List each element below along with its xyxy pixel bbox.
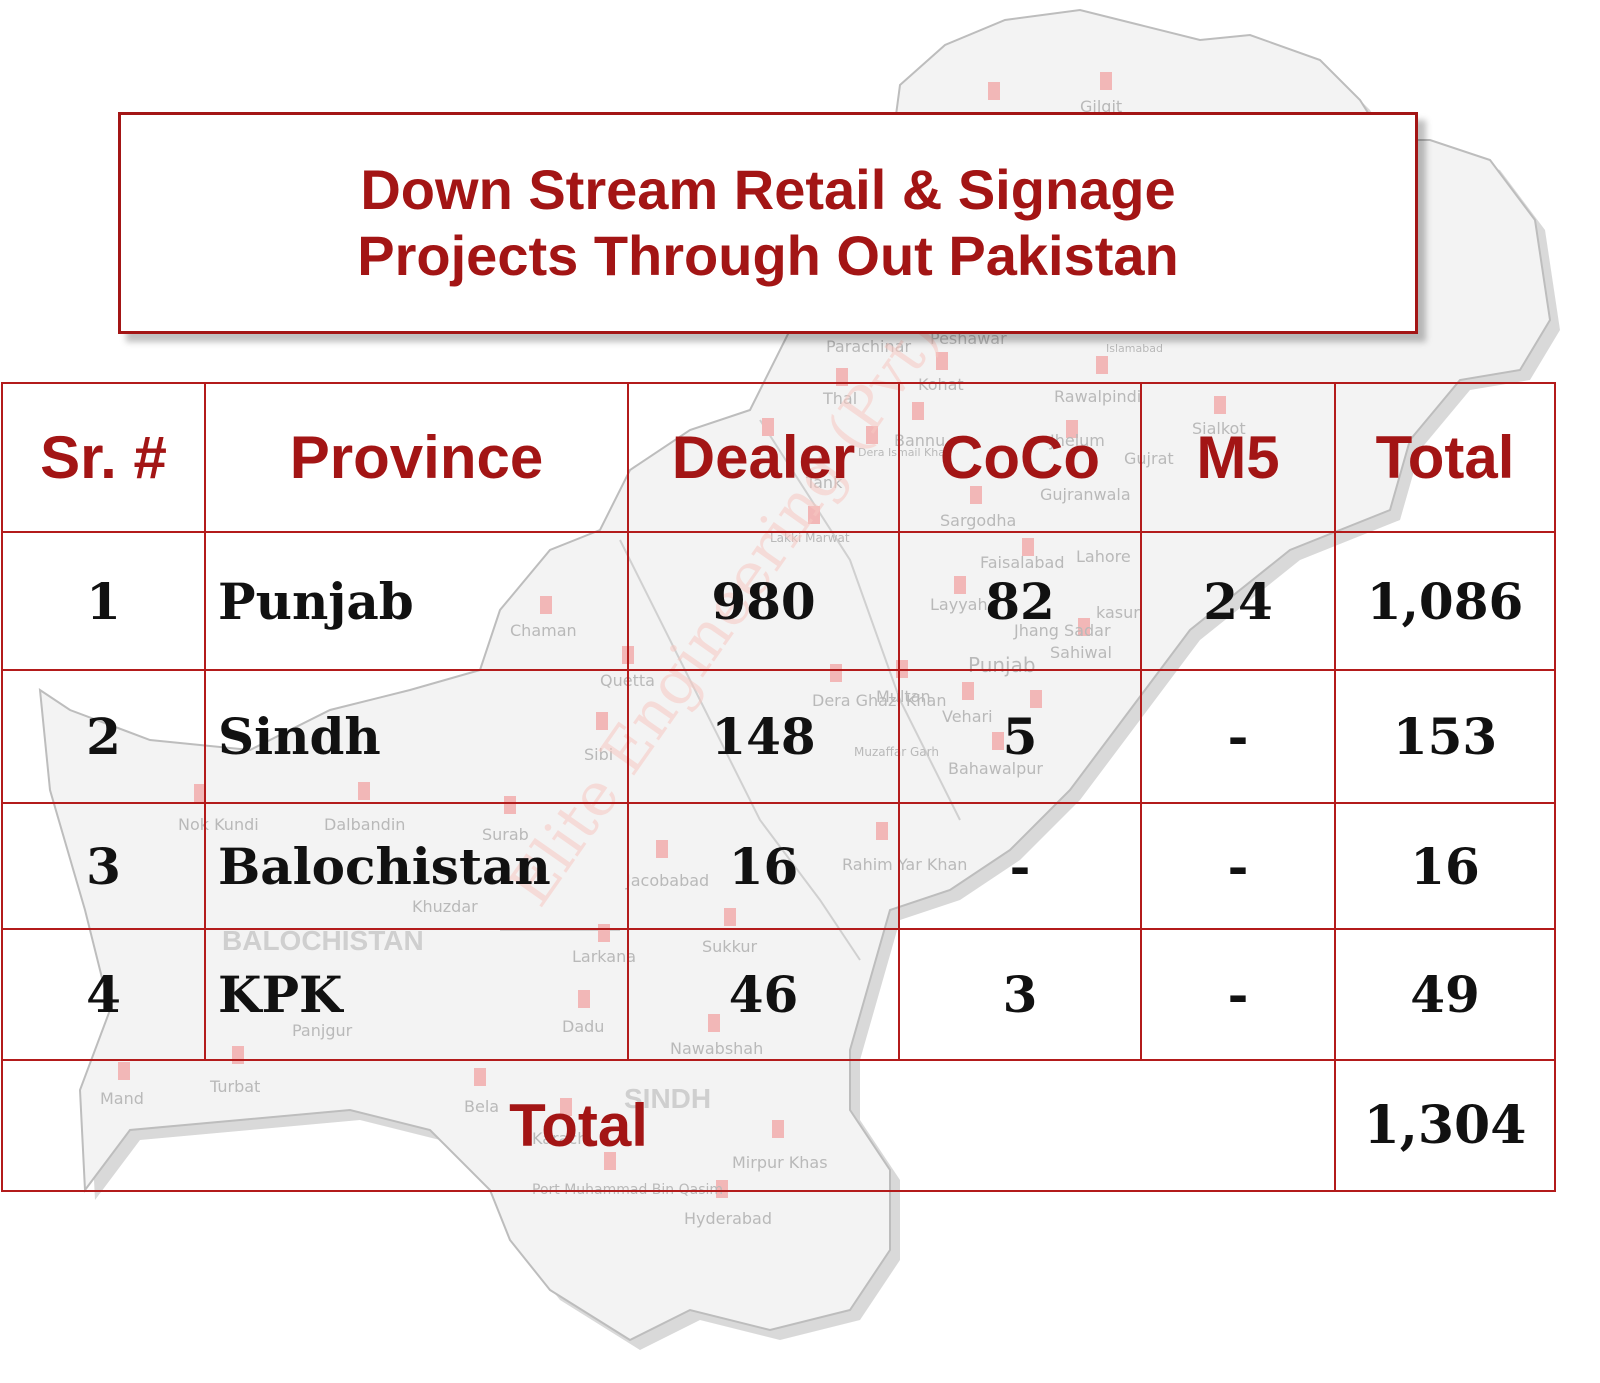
svg-text:Parachinar: Parachinar — [826, 337, 911, 356]
cell-province: Balochistan — [204, 802, 629, 930]
cell-total: 16 — [1334, 802, 1556, 930]
table-row: 1 Punjab 980 82 24 1,086 — [1, 531, 1556, 671]
table-header-row: Sr. # Province Dealer CoCo M5 Total — [1, 382, 1556, 533]
header-coco: CoCo — [898, 382, 1142, 533]
cell-total: 1,086 — [1334, 531, 1556, 671]
cell-sr: 3 — [1, 802, 206, 930]
cell-coco: - — [898, 802, 1142, 930]
cell-m5: - — [1140, 802, 1336, 930]
svg-text:Hyderabad: Hyderabad — [684, 1209, 772, 1228]
header-sr: Sr. # — [1, 382, 206, 533]
svg-text:Gilgit: Gilgit — [1080, 97, 1122, 116]
cell-province: Sindh — [204, 669, 629, 804]
table-total-row: Total 1,304 — [1, 1059, 1556, 1192]
title-box: Down Stream Retail & Signage Projects Th… — [118, 112, 1418, 334]
cell-coco: 82 — [898, 531, 1142, 671]
projects-table: Sr. # Province Dealer CoCo M5 Total 1 Pu… — [1, 382, 1556, 1192]
total-label: Total — [1, 1059, 1336, 1192]
table-row: 2 Sindh 148 5 - 153 — [1, 669, 1556, 804]
cell-sr: 1 — [1, 531, 206, 671]
header-m5: M5 — [1140, 382, 1336, 533]
cell-m5: - — [1140, 928, 1336, 1061]
total-label-text: Total — [509, 1092, 648, 1159]
table-row: 3 Balochistan 16 - - 16 — [1, 802, 1556, 930]
cell-coco: 5 — [898, 669, 1142, 804]
header-province: Province — [204, 382, 629, 533]
cell-dealer: 16 — [627, 802, 900, 930]
cell-dealer: 148 — [627, 669, 900, 804]
svg-text:Islamabad: Islamabad — [1106, 342, 1163, 355]
table-row: 4 KPK 46 3 - 49 — [1, 928, 1556, 1061]
cell-m5: - — [1140, 669, 1336, 804]
cell-province: Punjab — [204, 531, 629, 671]
grand-total-value: 1,304 — [1334, 1059, 1556, 1192]
title-line-1: Down Stream Retail & Signage — [360, 158, 1176, 221]
cell-dealer: 46 — [627, 928, 900, 1061]
cell-m5: 24 — [1140, 531, 1336, 671]
cell-province: KPK — [204, 928, 629, 1061]
header-dealer: Dealer — [627, 382, 900, 533]
title-line-2: Projects Through Out Pakistan — [357, 224, 1179, 287]
header-total: Total — [1334, 382, 1556, 533]
cell-dealer: 980 — [627, 531, 900, 671]
cell-total: 153 — [1334, 669, 1556, 804]
cell-sr: 2 — [1, 669, 206, 804]
cell-total: 49 — [1334, 928, 1556, 1061]
cell-coco: 3 — [898, 928, 1142, 1061]
cell-sr: 4 — [1, 928, 206, 1061]
